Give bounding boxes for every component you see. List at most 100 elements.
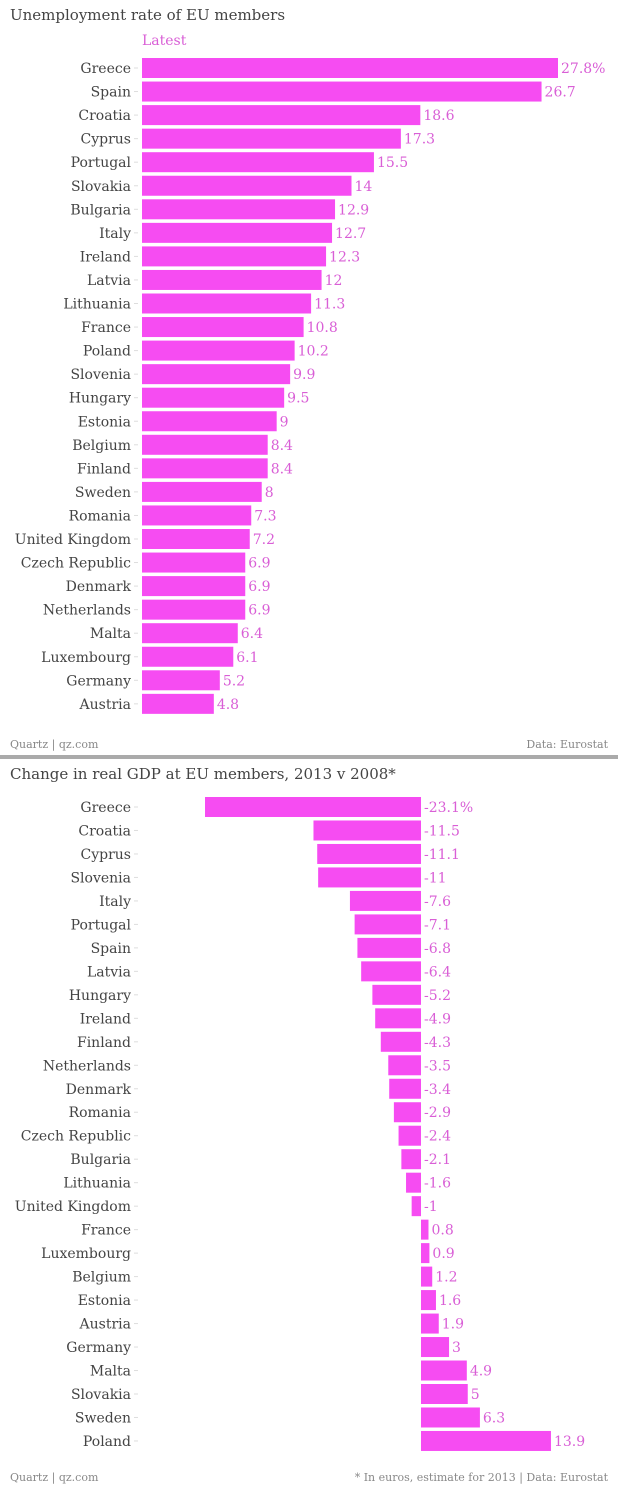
chart1-bar <box>142 128 401 149</box>
chart2-category-label: Portugal <box>71 917 132 933</box>
chart1-category-label: Slovenia <box>70 367 131 383</box>
chart2-category-label: Czech Republic <box>21 1129 131 1145</box>
chart1-bar <box>142 646 234 667</box>
chart1-category-label: Poland <box>83 344 131 360</box>
chart1-value-label: 7.2 <box>253 532 275 548</box>
chart2-category-label: Croatia <box>78 823 131 839</box>
chart1-value-label: 9.9 <box>293 367 315 383</box>
chart2-value-label: -2.9 <box>424 1105 451 1121</box>
chart1-category-label: France <box>81 320 131 336</box>
chart2-bar <box>421 1266 433 1287</box>
chart2-value-label: 4.9 <box>470 1364 492 1380</box>
chart1-bar <box>142 199 336 220</box>
chart1-category-label: Netherlands <box>43 603 131 619</box>
chart2-bar <box>421 1219 429 1240</box>
chart2-value-label: -6.4 <box>424 964 451 980</box>
chart2-value-label: -5.2 <box>424 988 451 1004</box>
chart2-value-label: -2.1 <box>424 1152 451 1168</box>
chart2-footer-source: Quartz | qz.com <box>10 1471 99 1484</box>
chart1-category-label: Romania <box>69 508 131 524</box>
chart2-category-label: Greece <box>80 800 131 816</box>
chart2-category-label: Finland <box>77 1035 131 1051</box>
chart2-bar <box>372 984 421 1005</box>
chart2-category-label: Cyprus <box>81 847 131 863</box>
chart2-bar <box>421 1407 480 1428</box>
chart1-value-label: 5.2 <box>223 673 245 689</box>
chart1-footer-data: Data: Eurostat <box>526 738 608 751</box>
chart2-bar <box>421 1290 436 1311</box>
chart1-bar <box>142 505 252 526</box>
chart1-category-label: Finland <box>77 461 131 477</box>
chart2-value-label: 1.9 <box>442 1317 464 1333</box>
chart2-bar <box>421 1243 430 1264</box>
chart1-value-label: 11.3 <box>314 297 345 313</box>
chart1-category-label: Lithuania <box>63 297 131 313</box>
chart2-category-label: Lithuania <box>63 1176 131 1192</box>
chart1-value-label: 18.6 <box>423 108 454 124</box>
chart1-category-label: Slovakia <box>71 179 131 195</box>
chart1-value-label: 6.9 <box>248 556 270 572</box>
chart1-bar <box>142 317 304 338</box>
chart1-category-label: Luxembourg <box>41 650 131 666</box>
chart1-bar <box>142 364 291 385</box>
chart2-value-label: 13.9 <box>554 1434 585 1450</box>
chart2-category-label: United Kingdom <box>15 1199 131 1215</box>
chart-divider <box>0 755 618 759</box>
chart2-footer-data: * In euros, estimate for 2013 | Data: Eu… <box>354 1471 608 1484</box>
chart2-bar <box>421 1430 551 1451</box>
chart2-bar <box>349 890 421 911</box>
chart2-category-label: Romania <box>69 1105 131 1121</box>
chart1-bar <box>142 458 268 479</box>
chart1-value-label: 15.5 <box>377 155 408 171</box>
chart2-value-label: -1 <box>424 1199 438 1215</box>
chart2-bar <box>401 1149 421 1170</box>
chart2-category-label: Latvia <box>87 964 131 980</box>
chart1-bar <box>142 411 277 432</box>
chart2-bar <box>357 937 421 958</box>
chart1-value-label: 10.8 <box>307 320 338 336</box>
chart2-category-label: Slovakia <box>71 1387 131 1403</box>
chart1-value-label: 4.8 <box>217 697 239 713</box>
chart1-category-label: Ireland <box>80 249 131 265</box>
chart2-value-label: -7.6 <box>424 894 451 910</box>
chart1-value-label: 10.2 <box>298 344 329 360</box>
chart2-value-label: 1.6 <box>439 1293 461 1309</box>
chart2-bar <box>421 1337 450 1358</box>
chart2-bar <box>421 1384 468 1404</box>
chart1-category-label: Spain <box>91 85 131 101</box>
chart2-value-label: 0.8 <box>431 1223 453 1239</box>
chart1-category-label: Italy <box>99 226 131 242</box>
chart2-bar <box>421 1313 439 1334</box>
chart2-bar <box>393 1102 421 1123</box>
chart1-bar <box>142 293 312 314</box>
chart1-bar <box>142 269 322 290</box>
chart1-value-label: 9.5 <box>287 391 309 407</box>
chart1-footer-source: Quartz | qz.com <box>10 738 99 751</box>
chart2-value-label: -11.1 <box>424 847 460 863</box>
chart1-bar <box>142 222 333 243</box>
chart2-category-label: Belgium <box>72 1270 131 1286</box>
chart1-category-label: Portugal <box>71 155 132 171</box>
chart2-category-label: Luxembourg <box>41 1246 131 1262</box>
chart1-bar <box>142 599 246 620</box>
chart1-category-label: Croatia <box>78 108 131 124</box>
chart1-bar <box>142 387 285 408</box>
chart1-value-label: 6.9 <box>248 579 270 595</box>
chart2-value-label: 6.3 <box>483 1410 505 1426</box>
chart2-title: Change in real GDP at EU members, 2013 v… <box>10 765 396 783</box>
chart2-bar <box>361 961 421 982</box>
chart1-value-label: 12.7 <box>335 226 366 242</box>
chart2-bar <box>205 797 421 817</box>
chart2-value-label: 0.9 <box>432 1246 454 1262</box>
chart2-category-label: Netherlands <box>43 1058 131 1074</box>
chart2-value-label: -4.9 <box>424 1011 451 1027</box>
chart1-bar <box>142 670 220 691</box>
chart1-category-label: Sweden <box>75 485 131 501</box>
chart1-category-label: Bulgaria <box>70 202 131 218</box>
chart1-value-label: 9 <box>280 414 289 430</box>
chart2-category-label: Ireland <box>80 1011 131 1027</box>
chart2-category-label: Germany <box>66 1340 131 1356</box>
chart1-value-label: 8 <box>265 485 274 501</box>
chart1-category-label: United Kingdom <box>15 532 131 548</box>
chart1-bar <box>142 152 374 173</box>
